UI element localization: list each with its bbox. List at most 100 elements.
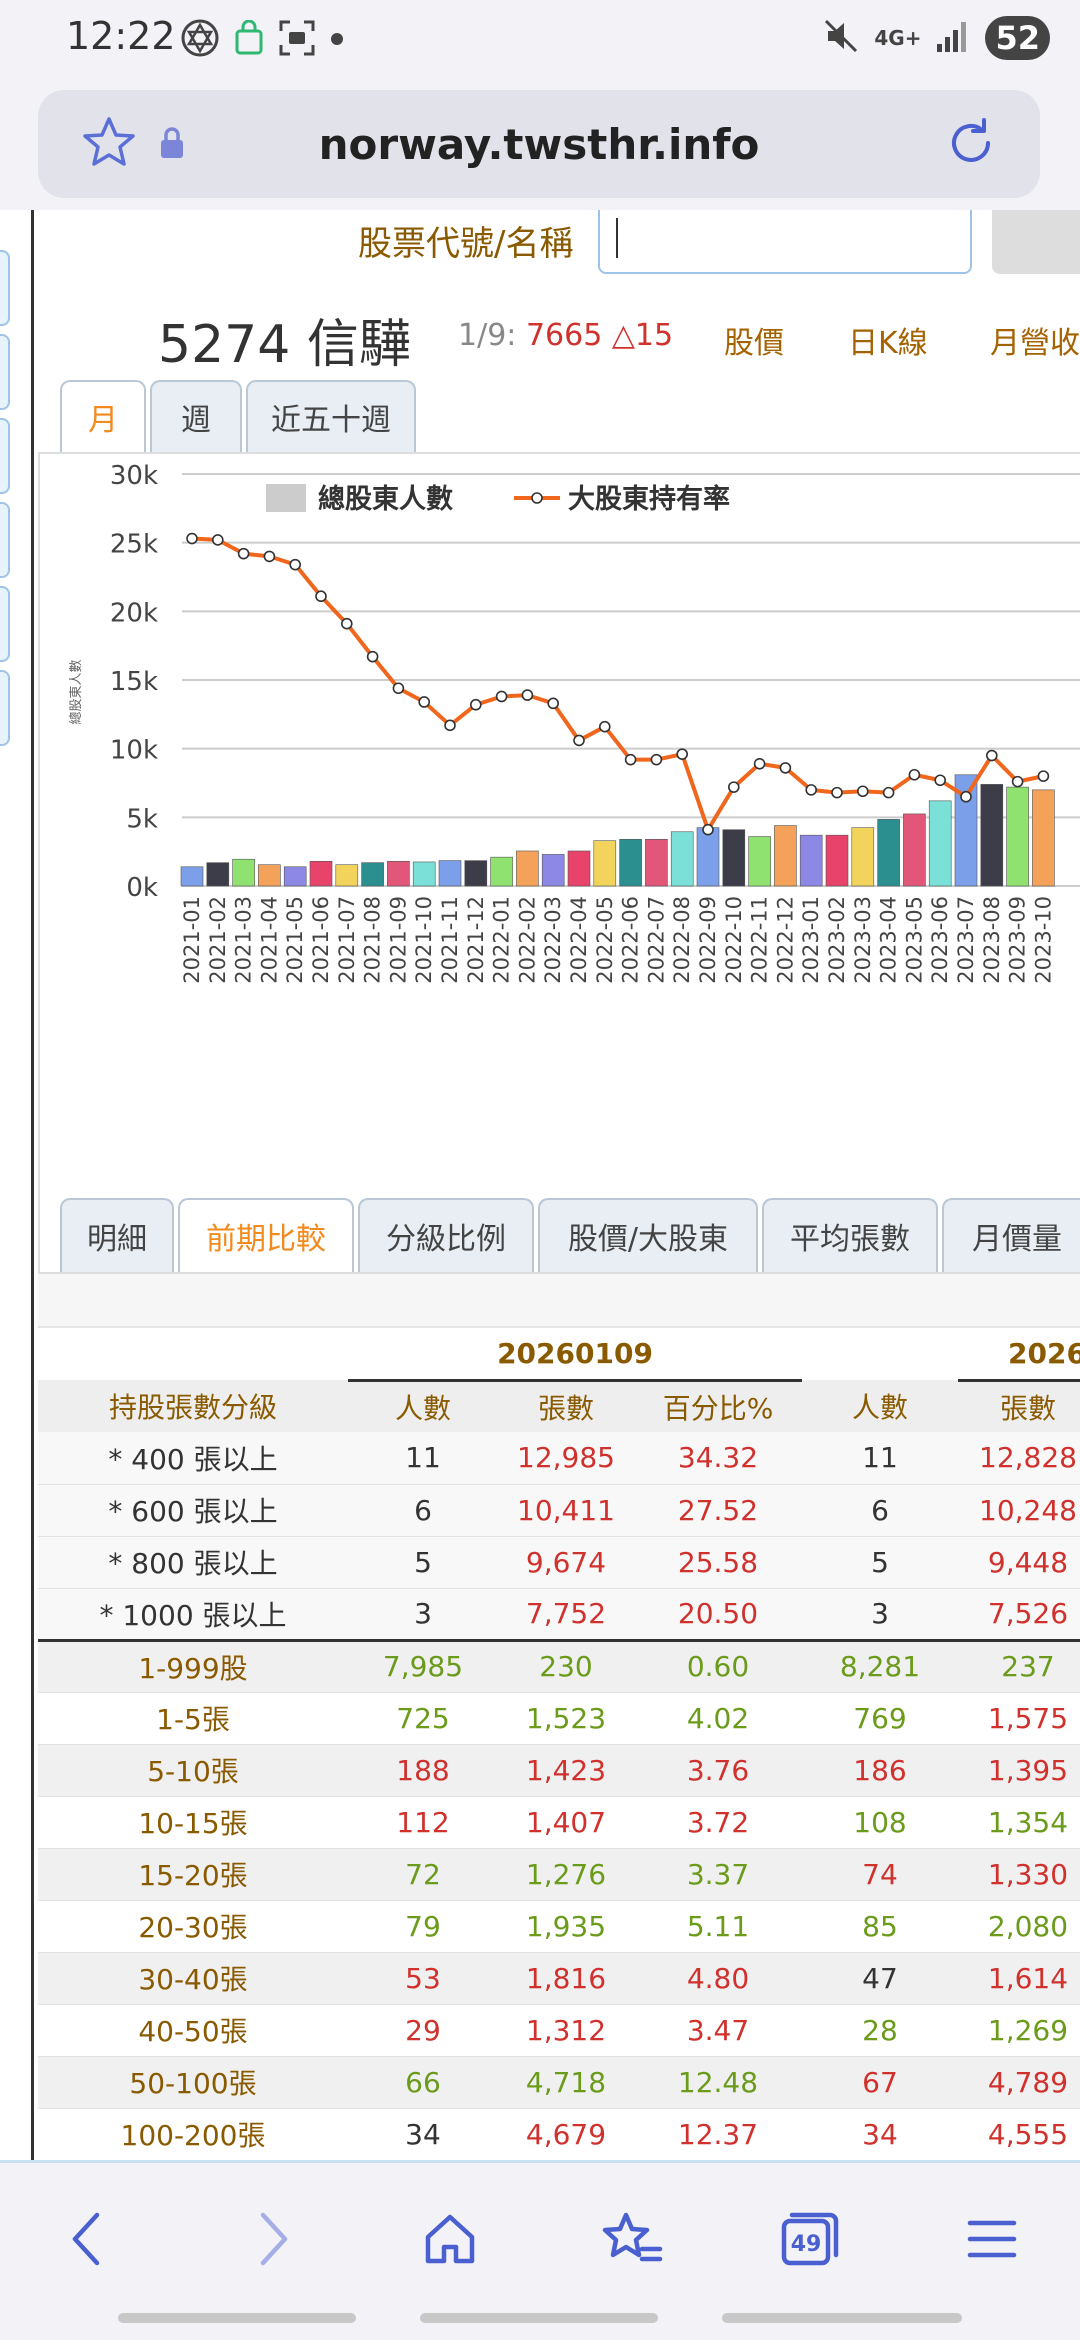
link-daily-k[interactable]: 日K線 bbox=[848, 326, 928, 361]
table-row: 1-999股 7,985 230 0.60 8,281 237 bbox=[38, 1638, 1080, 1693]
screenshot-icon bbox=[278, 19, 316, 61]
tab-price-major-holders[interactable]: 股價/大股東 bbox=[538, 1198, 758, 1272]
x-tick-label: 2022-03 bbox=[541, 896, 565, 984]
x-tick-label: 2021-06 bbox=[309, 896, 333, 984]
x-tick-label: 2021-12 bbox=[464, 896, 488, 984]
table-row: 15-20張 72 1,276 3.37 74 1,330 bbox=[38, 1848, 1080, 1901]
table-cell: 769 bbox=[802, 1692, 958, 1745]
link-monthly-revenue[interactable]: 月營收 bbox=[990, 326, 1080, 361]
legend-label: 大股東持有率 bbox=[568, 483, 730, 515]
battery-indicator: 52 bbox=[985, 16, 1050, 60]
bookmark-star-icon[interactable] bbox=[80, 114, 138, 176]
tab-monthly-volume[interactable]: 月價量 bbox=[942, 1198, 1080, 1272]
side-menu-tab[interactable] bbox=[0, 250, 10, 326]
line-point bbox=[727, 781, 740, 793]
search-button[interactable] bbox=[992, 210, 1080, 274]
link-stock-price[interactable]: 股價 bbox=[724, 326, 784, 361]
tab-details[interactable]: 明細 bbox=[60, 1198, 174, 1272]
section-tabs: 明細 前期比較 分級比例 股價/大股東 平均張數 月價量 bbox=[60, 1198, 1080, 1272]
bar bbox=[387, 860, 410, 887]
table-row: 1-5張 725 1,523 4.02 769 1,575 bbox=[38, 1692, 1080, 1745]
tabs-button[interactable]: 49 bbox=[770, 2199, 850, 2279]
table-cell: 66 bbox=[348, 2056, 498, 2109]
table-cell: 4,555 bbox=[958, 2108, 1080, 2160]
side-menu-tab[interactable] bbox=[0, 418, 10, 494]
quote-price: 7665 bbox=[525, 318, 603, 353]
back-arrow-icon bbox=[72, 2212, 100, 2266]
table-cell: 237 bbox=[958, 1638, 1080, 1693]
tabs-icon: 49 bbox=[781, 2212, 839, 2266]
bar bbox=[232, 858, 255, 887]
line-point bbox=[289, 558, 301, 571]
legend-swatch-bars bbox=[266, 484, 306, 512]
address-bar[interactable]: norway.twsthr.info bbox=[38, 90, 1040, 198]
back-button[interactable] bbox=[48, 2199, 128, 2279]
url-text[interactable]: norway.twsthr.info bbox=[318, 120, 760, 169]
mute-icon bbox=[822, 17, 860, 59]
line-point bbox=[598, 720, 611, 733]
y-tick-label: 15k bbox=[110, 667, 158, 697]
tab-monthly[interactable]: 月 bbox=[60, 380, 146, 452]
clock: 12:22 bbox=[66, 14, 176, 58]
bar bbox=[928, 800, 952, 887]
menu-button[interactable] bbox=[952, 2199, 1032, 2279]
bookmarks-button[interactable] bbox=[592, 2199, 672, 2279]
blank-header bbox=[802, 1328, 958, 1380]
side-menu-tab[interactable] bbox=[0, 334, 10, 410]
level-label: * 1000 張以上 bbox=[38, 1588, 348, 1641]
stock-quote: 1/9: 7665 △15 bbox=[458, 318, 673, 353]
bar bbox=[438, 860, 462, 887]
line-point bbox=[212, 534, 224, 546]
column-header: 人數 bbox=[348, 1380, 498, 1432]
forward-button[interactable] bbox=[232, 2199, 312, 2279]
stock-search-input[interactable] bbox=[598, 210, 972, 274]
side-menu-tab[interactable] bbox=[0, 586, 10, 662]
table-cell: 20.50 bbox=[634, 1588, 802, 1641]
x-tick-label: 2023-06 bbox=[928, 896, 952, 984]
bar bbox=[361, 862, 384, 887]
line-point bbox=[985, 749, 998, 762]
tab-fifty-weeks[interactable]: 近五十週 bbox=[246, 380, 416, 452]
side-menu-tab[interactable] bbox=[0, 502, 10, 578]
reload-icon[interactable] bbox=[942, 114, 1000, 176]
line-point bbox=[573, 734, 585, 747]
bar bbox=[825, 834, 849, 887]
side-menu-rail bbox=[0, 210, 34, 2160]
table-cell: 29 bbox=[348, 2004, 498, 2057]
line-point bbox=[934, 774, 947, 787]
text-caret bbox=[616, 218, 618, 258]
table-row: 5-10張 188 1,423 3.76 186 1,395 bbox=[38, 1744, 1080, 1797]
x-tick-label: 2022-07 bbox=[644, 896, 668, 984]
summary-row: * 600 張以上 6 10,411 27.52 6 10,248 bbox=[38, 1484, 1080, 1537]
table-cell: 4,789 bbox=[958, 2056, 1080, 2109]
bar bbox=[464, 860, 488, 887]
bar bbox=[335, 864, 359, 887]
line-point bbox=[340, 617, 353, 630]
browser-bottom-nav: 49 bbox=[0, 2160, 1080, 2340]
table-cell: 74 bbox=[802, 1848, 958, 1901]
side-menu-tab[interactable] bbox=[0, 670, 10, 746]
shopping-bag-icon bbox=[234, 19, 264, 60]
table-cell: 53 bbox=[348, 1952, 498, 2005]
line-point bbox=[702, 823, 714, 836]
x-tick-label: 2023-02 bbox=[825, 896, 849, 984]
status-bar: 12:22 4G+ 52 bbox=[0, 0, 1080, 82]
table-cell: 1,575 bbox=[958, 1692, 1080, 1745]
tab-average-lots[interactable]: 平均張數 bbox=[762, 1198, 938, 1272]
home-button[interactable] bbox=[410, 2199, 490, 2279]
bar bbox=[645, 839, 668, 887]
table-cell: 34 bbox=[802, 2108, 958, 2160]
tab-level-ratio[interactable]: 分級比例 bbox=[358, 1198, 534, 1272]
x-tick-label: 2021-02 bbox=[206, 896, 230, 984]
y-tick-label: 30k bbox=[110, 461, 158, 491]
tab-period-compare[interactable]: 前期比較 bbox=[178, 1198, 354, 1272]
bar bbox=[206, 862, 230, 887]
x-tick-label: 2022-09 bbox=[696, 896, 720, 984]
web-page: 股票代號/名稱 5274 信驊 1/9: 7665 △15 股價 日K線 月營收… bbox=[0, 210, 1080, 2160]
tab-weekly[interactable]: 週 bbox=[150, 380, 242, 452]
level-label: 100-200張 bbox=[38, 2108, 348, 2160]
line-point bbox=[392, 682, 405, 695]
table-cell: 725 bbox=[348, 1692, 498, 1745]
line-point bbox=[831, 786, 843, 799]
